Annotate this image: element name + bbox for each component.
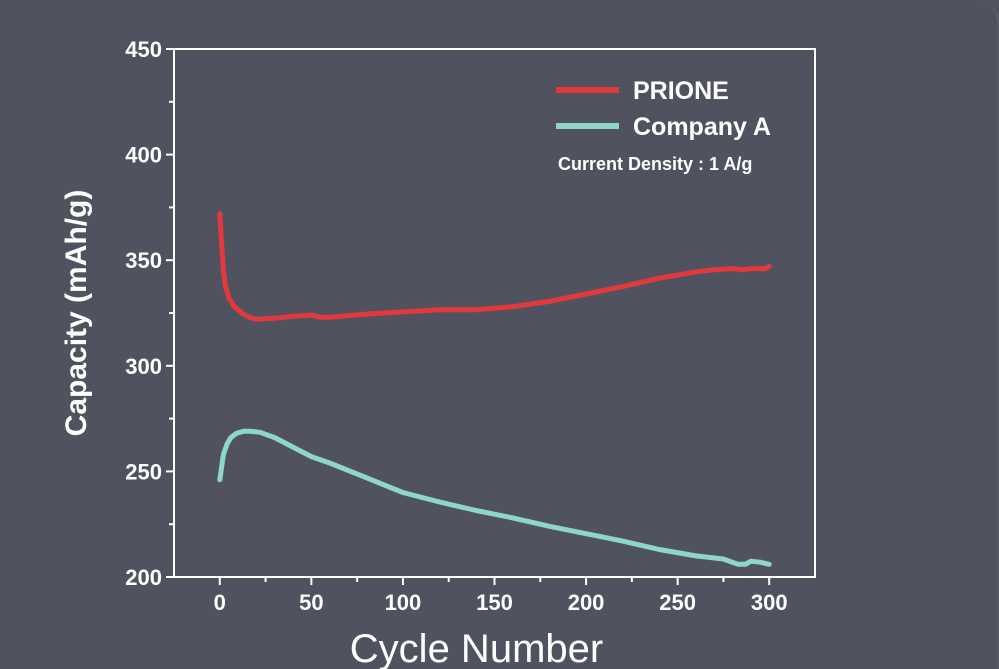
x-tick-label: 200 [568,590,605,615]
x-tick-label: 300 [751,590,788,615]
x-tick-label: 250 [659,590,696,615]
axis-tick-labels: 0 50 100 150 200 250 300 200 250 300 350 400 450 [125,37,787,615]
y-tick-label: 200 [125,565,162,590]
x-tick-label: 0 [214,590,226,615]
series-line-company-a [217,428,772,567]
axis-ticks [166,48,771,585]
legend-label: PRIONE [633,77,729,105]
legend-label: Company A [633,113,771,141]
y-tick-label: 250 [125,459,162,484]
legend: PRIONE Company A [556,77,771,141]
x-tick-label: 100 [385,590,422,615]
x-axis-title: Cycle Number [350,627,603,669]
series-line-prione [217,211,772,322]
y-tick-label: 400 [125,143,162,168]
series-lines [217,211,772,567]
y-tick-label: 350 [125,248,162,273]
y-axis-title: Capacity (mAh/g) [60,190,93,437]
x-tick-label: 150 [476,590,513,615]
y-tick-label: 300 [125,354,162,379]
current-density-annotation: Current Density : 1 A/g [558,154,752,174]
y-tick-label: 450 [125,37,162,62]
x-tick-label: 50 [299,590,323,615]
